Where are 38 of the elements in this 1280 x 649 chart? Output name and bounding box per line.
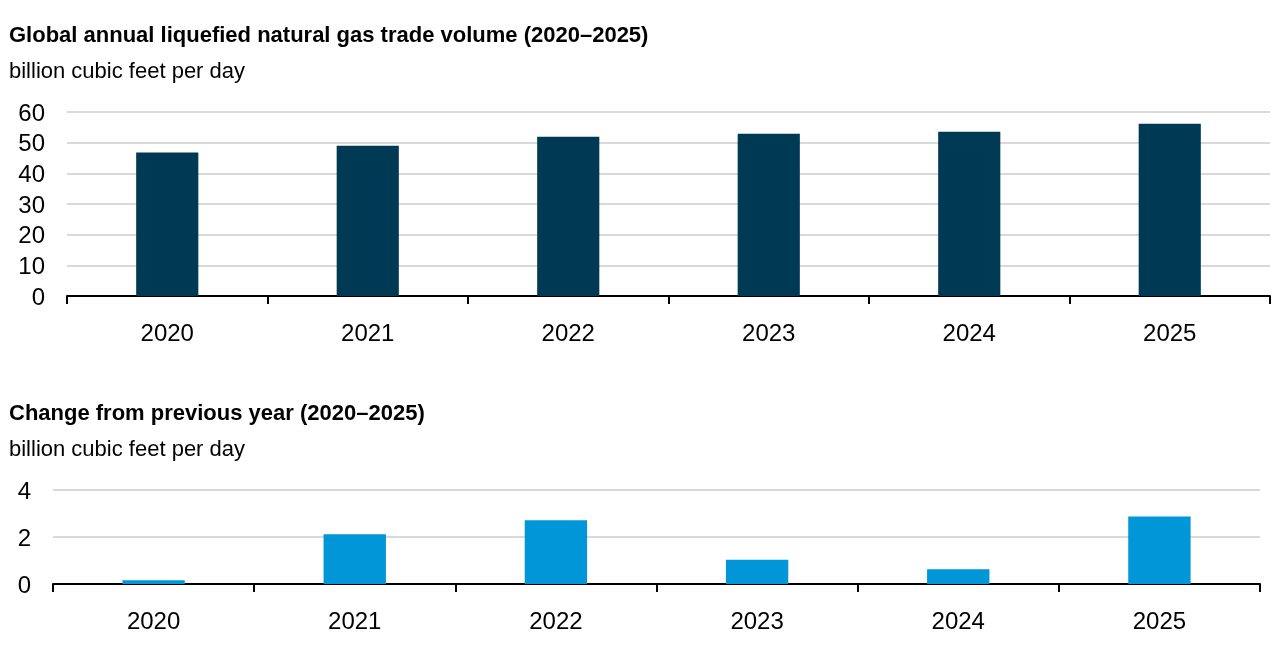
y-tick-label: 0 — [31, 282, 45, 310]
bar — [524, 520, 588, 584]
y-tick-label: 50 — [18, 129, 45, 157]
chart-subtitle: billion cubic feet per day — [9, 57, 246, 83]
bar — [336, 145, 399, 296]
x-tick-label: 2023 — [730, 606, 784, 634]
bar — [938, 131, 1001, 296]
y-tick-label: 60 — [18, 98, 45, 126]
bar — [122, 580, 185, 584]
x-tick-label: 2023 — [742, 318, 796, 346]
x-tick-label: 2021 — [328, 606, 382, 634]
y-tick-label: 4 — [17, 476, 31, 504]
y-tick-label: 30 — [18, 190, 45, 218]
bar — [927, 569, 990, 584]
x-tick-label: 2021 — [341, 318, 395, 346]
bar — [1138, 123, 1201, 296]
bar — [323, 534, 386, 584]
x-tick-label: 2025 — [1143, 318, 1197, 346]
bar — [537, 136, 600, 296]
bar — [725, 559, 789, 584]
x-tick-label: 2022 — [541, 318, 595, 346]
y-tick-label: 40 — [18, 159, 45, 187]
bar — [1128, 516, 1191, 584]
x-tick-label: 2025 — [1132, 606, 1187, 634]
x-tick-label: 2020 — [126, 606, 181, 634]
chart-title: Change from previous year (2020–2025) — [9, 399, 425, 425]
y-tick-label: 0 — [17, 570, 31, 598]
x-tick-label: 2020 — [140, 318, 194, 346]
chart-subtitle: billion cubic feet per day — [9, 435, 246, 461]
y-tick-label: 2 — [17, 523, 31, 551]
x-tick-label: 2022 — [529, 606, 583, 634]
x-tick-label: 2024 — [942, 318, 996, 346]
y-tick-label: 20 — [18, 221, 45, 249]
bar — [737, 133, 800, 296]
x-tick-label: 2024 — [931, 606, 985, 634]
chart-title: Global annual liquefied natural gas trade volume (2020–2025) — [9, 21, 649, 47]
bar — [136, 152, 199, 296]
y-tick-label: 10 — [18, 251, 45, 279]
